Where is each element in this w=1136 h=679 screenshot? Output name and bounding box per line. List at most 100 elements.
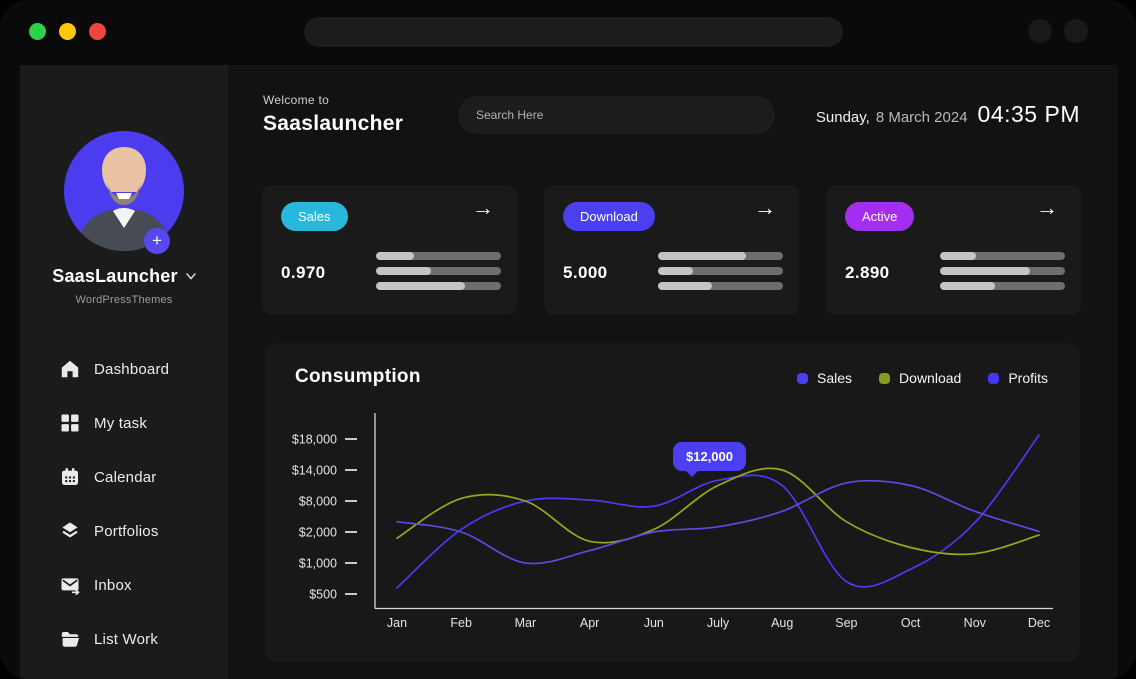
datetime: Sunday, 8 March 2024 04:35 PM xyxy=(816,101,1080,128)
stat-badge: Active xyxy=(845,202,915,231)
progress-bar xyxy=(658,252,783,260)
profile-name[interactable]: SaasLauncher xyxy=(20,266,228,287)
series-line-profits xyxy=(396,479,1040,565)
welcome-text: Welcome to xyxy=(263,93,330,107)
chart-canvas: $18,000 $14,000 $8,000 $2,000 $1,000 $500 Jan F… xyxy=(292,413,1053,630)
stat-card-sales: Sales → 0.970 xyxy=(262,185,517,315)
inbox-icon xyxy=(60,575,80,595)
avatar[interactable]: + xyxy=(64,131,184,254)
sidebar-item-list-work[interactable]: List Work xyxy=(60,622,228,656)
legend-label: Download xyxy=(899,370,962,386)
series-line-download xyxy=(396,467,1040,556)
stat-bars xyxy=(658,252,783,290)
y-tick-label: $1,000 xyxy=(299,557,337,571)
titlebar xyxy=(0,0,1136,65)
y-tick-label: $14,000 xyxy=(292,464,337,478)
titlebar-circle-button-1[interactable] xyxy=(1028,19,1052,43)
stat-badge: Download xyxy=(563,202,655,231)
stat-cards-row: Sales → 0.970 Download → 5.000 Active → 2.890 xyxy=(262,185,1081,315)
x-tick-label: Mar xyxy=(515,616,537,630)
folder-icon xyxy=(60,629,80,649)
x-tick-label: July xyxy=(707,616,730,630)
titlebar-buttons xyxy=(1028,19,1088,43)
date-text: 8 March 2024 xyxy=(875,109,968,126)
legend-item-download[interactable]: Download xyxy=(879,370,961,386)
traffic-lights xyxy=(29,23,106,40)
consumption-chart-card: Consumption Sales Download Profits $18,000… xyxy=(265,343,1080,662)
x-tick-label: Aug xyxy=(771,616,793,630)
x-tick-label: Nov xyxy=(964,616,987,630)
x-tick-label: Oct xyxy=(901,616,921,630)
stat-bars xyxy=(376,252,501,290)
stat-bars xyxy=(940,252,1065,290)
sidebar-item-label: Dashboard xyxy=(94,360,170,378)
date-day: Sunday, xyxy=(815,109,870,126)
legend-dot xyxy=(988,372,1000,384)
x-tick-label: Jan xyxy=(387,616,407,630)
y-tick-label: $500 xyxy=(309,588,337,602)
page-title: Saaslauncher xyxy=(263,112,404,135)
legend-item-sales[interactable]: Sales xyxy=(797,370,852,386)
sidebar-item-inbox[interactable]: Inbox xyxy=(60,568,228,602)
stat-badge: Sales xyxy=(281,202,348,231)
legend-dot xyxy=(797,372,809,384)
avatar-photo xyxy=(64,131,184,251)
legend-dot xyxy=(879,372,891,384)
sidebar-menu: Dashboard My task Calendar Portfolios Inbox L… xyxy=(20,352,228,656)
stat-value: 0.970 xyxy=(281,263,326,282)
traffic-light-yellow-icon[interactable] xyxy=(59,23,76,40)
series-line-sales xyxy=(396,434,1040,589)
grid-icon xyxy=(60,413,80,433)
progress-bar xyxy=(940,267,1065,275)
address-bar[interactable] xyxy=(304,17,843,47)
x-tick-label: Dec xyxy=(1028,616,1050,630)
progress-bar xyxy=(376,267,501,275)
stat-card-download: Download → 5.000 xyxy=(544,185,799,315)
chart-tooltip: $12,000 xyxy=(673,442,746,477)
profile-name-label: SaasLauncher xyxy=(52,266,178,286)
x-tick-label: Apr xyxy=(580,616,599,630)
traffic-light-red-icon[interactable] xyxy=(89,23,106,40)
progress-bar xyxy=(940,252,1065,260)
sidebar-item-portfolios[interactable]: Portfolios xyxy=(60,514,228,548)
arrow-right-icon[interactable]: → xyxy=(1036,195,1058,220)
progress-bar xyxy=(376,282,501,290)
y-tick-label: $8,000 xyxy=(299,495,337,509)
search-bar xyxy=(458,96,775,134)
legend-label: Profits xyxy=(1008,370,1048,386)
arrow-right-icon[interactable]: → xyxy=(472,195,494,220)
stat-card-active: Active → 2.890 xyxy=(826,185,1081,315)
add-button[interactable]: + xyxy=(144,228,170,254)
chevron-down-icon xyxy=(185,273,196,280)
progress-bar xyxy=(376,252,501,260)
sidebar: + SaasLauncher WordPressThemes Dashboard… xyxy=(20,65,228,679)
calendar-icon xyxy=(60,467,80,487)
welcome-block: Welcome to Saaslauncher xyxy=(263,93,403,136)
main-content: Welcome to Saaslauncher Sunday, 8 March … xyxy=(228,65,1118,679)
sidebar-item-label: Inbox xyxy=(94,576,132,594)
legend-item-profits[interactable]: Profits xyxy=(988,370,1048,386)
layers-icon xyxy=(60,521,80,541)
stat-value: 5.000 xyxy=(563,263,608,282)
chart-legend: Sales Download Profits xyxy=(797,370,1048,386)
arrow-right-icon[interactable]: → xyxy=(754,195,776,220)
sidebar-item-my-task[interactable]: My task xyxy=(60,406,228,440)
progress-bar xyxy=(940,282,1065,290)
clock-time: 04:35 PM xyxy=(977,101,1080,127)
y-tick-label: $2,000 xyxy=(299,526,337,540)
y-tick-label: $18,000 xyxy=(292,433,337,447)
titlebar-circle-button-2[interactable] xyxy=(1064,19,1088,43)
x-tick-label: Sep xyxy=(835,616,857,630)
progress-bar xyxy=(658,267,783,275)
x-tick-label: Feb xyxy=(450,616,472,630)
stat-value: 2.890 xyxy=(845,263,890,282)
x-tick-label: Jun xyxy=(644,616,664,630)
search-input[interactable] xyxy=(458,108,775,122)
profile-subtitle: WordPressThemes xyxy=(75,294,173,306)
sidebar-item-label: Portfolios xyxy=(94,522,159,540)
content-frame: + SaasLauncher WordPressThemes Dashboard… xyxy=(20,65,1118,679)
sidebar-item-calendar[interactable]: Calendar xyxy=(60,460,228,494)
traffic-light-green-icon[interactable] xyxy=(29,23,46,40)
sidebar-item-dashboard[interactable]: Dashboard xyxy=(60,352,228,386)
